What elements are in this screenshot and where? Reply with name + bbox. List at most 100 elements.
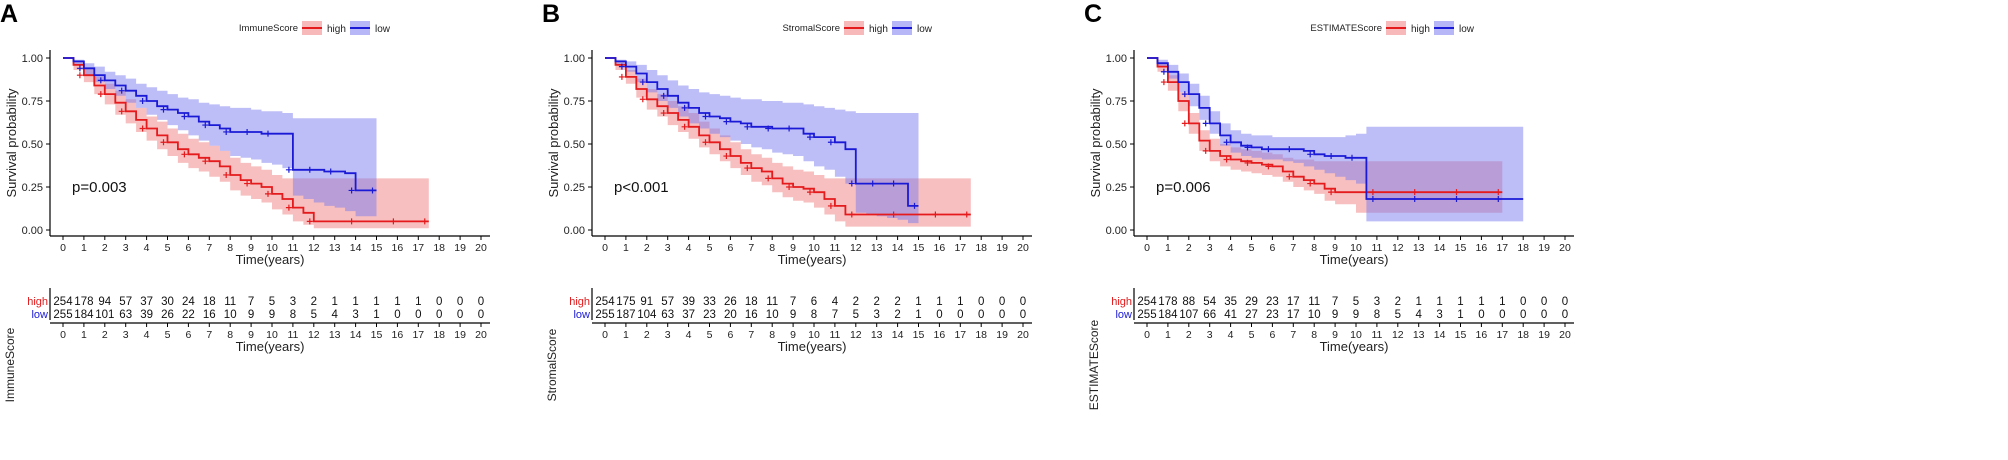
risk-count-low: 4	[331, 309, 338, 321]
risk-x-tick-label: 16	[1476, 329, 1488, 341]
risk-count-high: 1	[957, 296, 963, 308]
risk-count-high: 57	[119, 296, 132, 308]
risk-count-high: 18	[745, 296, 758, 308]
censor-mark-low	[786, 125, 793, 132]
risk-count-low: 4	[1415, 309, 1422, 321]
risk-count-high: 88	[1182, 296, 1195, 308]
risk-x-tick-label: 8	[227, 329, 233, 341]
censor-mark-low	[1160, 68, 1167, 75]
x-tick-label: 17	[1496, 242, 1508, 254]
x-axis-title: Time(years)	[778, 252, 847, 267]
y-tick-label: 0.00	[1106, 225, 1127, 237]
risk-count-low: 10	[224, 309, 237, 321]
risk-count-high: 7	[790, 296, 796, 308]
risk-count-low: 101	[95, 309, 114, 321]
x-tick-label: 0	[60, 242, 66, 254]
survival-curve-high	[1147, 57, 1503, 194]
censor-mark-low	[723, 118, 730, 125]
risk-count-low: 5	[1395, 309, 1401, 321]
y-axis-title: Survival probability	[4, 88, 19, 198]
y-axis-title: Survival probability	[546, 88, 561, 198]
panel-label: C	[1084, 0, 1103, 28]
censor-mark-high	[1202, 147, 1209, 154]
risk-x-tick-label: 3	[1207, 329, 1213, 341]
risk-x-tick-label: 15	[913, 329, 925, 341]
censor-mark-low	[807, 134, 813, 141]
risk-count-high: 0	[1020, 296, 1026, 308]
censor-mark-low	[1244, 144, 1251, 151]
censor-mark-high	[681, 123, 688, 130]
x-tick-label: 12	[308, 242, 320, 254]
risk-x-tick-label: 20	[1559, 329, 1571, 341]
risk-count-low: 0	[1562, 309, 1568, 321]
risk-x-tick-label: 19	[996, 329, 1008, 341]
censor-mark-high	[1411, 189, 1418, 196]
x-tick-label: 4	[144, 242, 150, 254]
risk-x-tick-label: 6	[185, 329, 191, 341]
km-chart-svg: ImmuneScore high low0.000.250.500.751.00Su…	[3, 21, 490, 402]
risk-count-high: 1	[352, 296, 358, 308]
censor-mark-high	[807, 189, 813, 196]
risk-count-high: 7	[1332, 296, 1338, 308]
risk-count-low: 9	[790, 309, 796, 321]
risk-x-tick-label: 4	[144, 329, 150, 341]
censor-mark-high	[118, 108, 125, 115]
risk-count-low: 0	[415, 309, 421, 321]
censor-mark-high	[1160, 79, 1167, 86]
x-tick-label: 15	[1455, 242, 1467, 254]
risk-count-low: 63	[661, 309, 674, 321]
risk-count-low: 0	[394, 309, 400, 321]
risk-count-low: 22	[182, 309, 195, 321]
risk-count-low: 1	[1457, 309, 1463, 321]
risk-count-low: 0	[1499, 309, 1505, 321]
risk-x-tick-label: 10	[808, 329, 820, 341]
risk-table-ylabel: ESTIMATEScore	[1087, 319, 1101, 410]
y-tick-label: 0.25	[564, 182, 585, 194]
risk-count-low: 0	[478, 309, 484, 321]
censor-mark-high	[890, 211, 897, 218]
y-tick-label: 0.25	[22, 182, 43, 194]
risk-x-tick-label: 17	[954, 329, 966, 341]
legend-title: ImmuneScore	[239, 23, 298, 34]
censor-mark-low	[848, 180, 855, 187]
y-tick-label: 0.50	[564, 139, 585, 151]
censor-mark-low	[97, 77, 104, 84]
km-chart-svg: ESTIMATEScore high low0.000.250.500.751.00…	[1087, 21, 1574, 410]
censor-mark-low	[744, 123, 751, 130]
x-tick-label: 1	[623, 242, 629, 254]
x-tick-label: 11	[829, 242, 840, 254]
risk-count-low: 1	[915, 309, 921, 321]
censor-mark-high	[390, 218, 397, 225]
censor-mark-low	[348, 187, 355, 194]
risk-count-high: 0	[457, 296, 463, 308]
risk-x-tick-label: 7	[206, 329, 212, 341]
risk-x-tick-label: 7	[1290, 329, 1296, 341]
risk-count-high: 94	[98, 296, 111, 308]
censor-mark-low	[1495, 196, 1502, 203]
risk-count-low: 63	[119, 309, 132, 321]
risk-count-high: 30	[161, 296, 174, 308]
x-tick-label: 15	[371, 242, 383, 254]
risk-count-high: 0	[978, 296, 984, 308]
risk-x-axis-title: Time(years)	[1320, 339, 1389, 354]
censor-mark-high	[639, 96, 646, 103]
x-tick-label: 11	[1371, 242, 1382, 254]
censor-mark-high	[1307, 180, 1314, 187]
x-tick-label: 11	[287, 242, 298, 254]
risk-x-tick-label: 13	[1413, 329, 1425, 341]
censor-mark-low	[681, 104, 688, 111]
risk-count-high: 39	[682, 296, 695, 308]
censor-mark-high	[723, 153, 730, 160]
risk-count-high: 2	[853, 296, 859, 308]
censor-mark-high	[1328, 189, 1335, 196]
risk-x-tick-label: 8	[1311, 329, 1317, 341]
risk-count-high: 0	[1520, 296, 1526, 308]
censor-mark-high	[76, 72, 83, 79]
censor-mark-high	[702, 139, 709, 146]
risk-count-low: 37	[682, 309, 695, 321]
risk-count-low: 107	[1179, 309, 1198, 321]
x-tick-label: 14	[350, 242, 362, 254]
risk-count-high: 91	[640, 296, 653, 308]
x-tick-label: 12	[850, 242, 862, 254]
risk-count-low: 41	[1224, 309, 1237, 321]
